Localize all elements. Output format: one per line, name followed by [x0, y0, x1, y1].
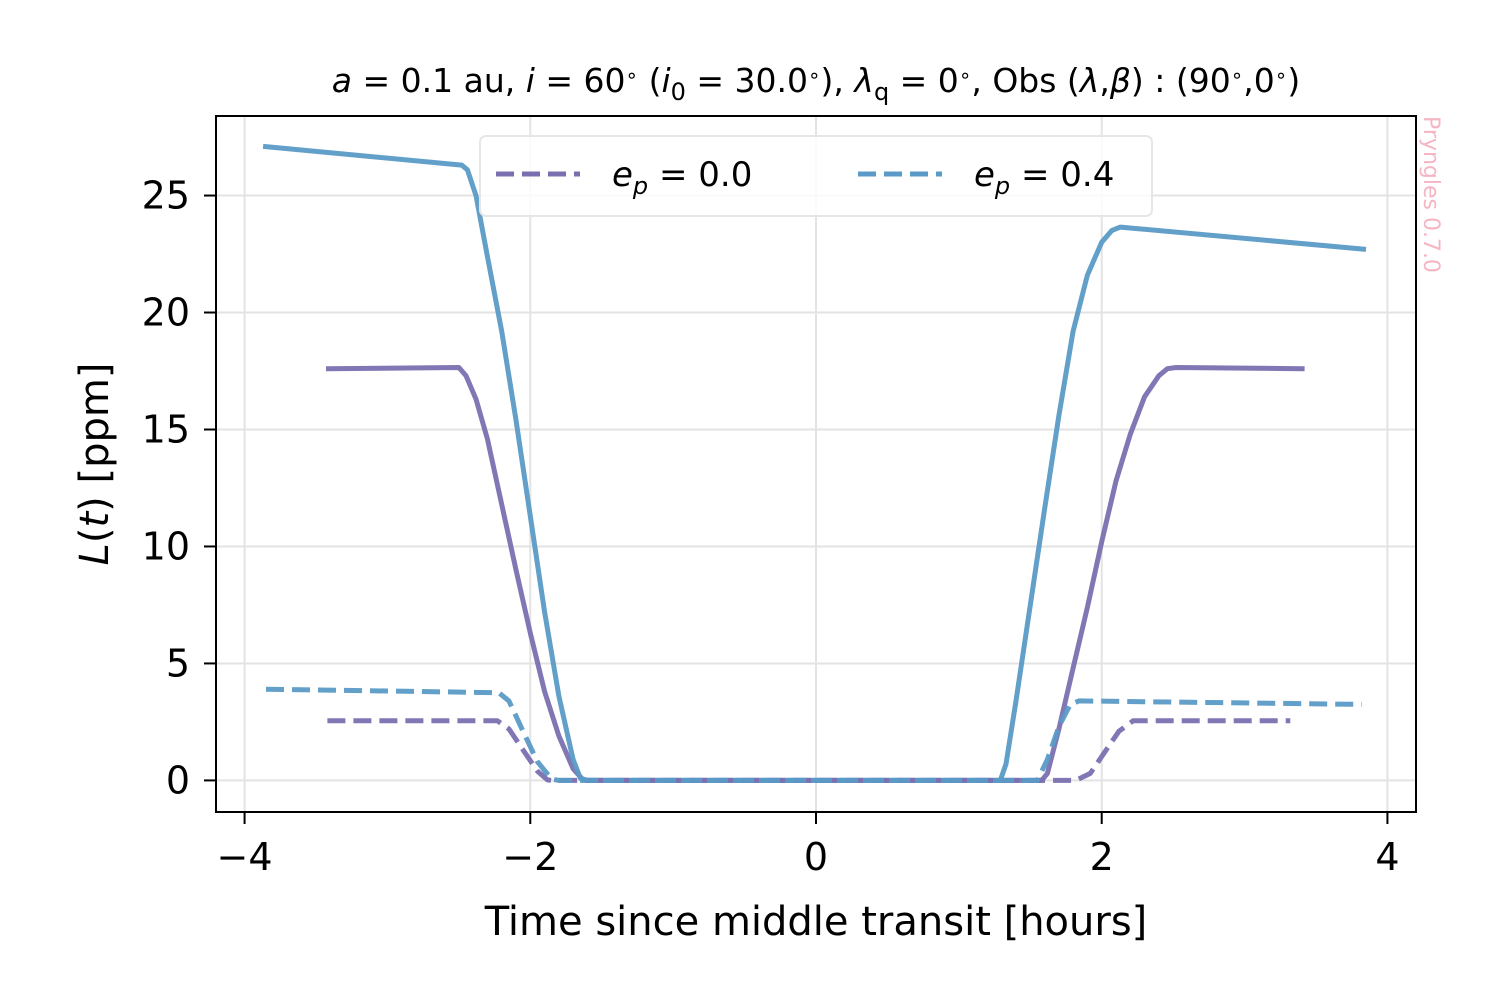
legend-box — [479, 135, 1153, 217]
x-tick-label: 4 — [1375, 835, 1399, 879]
series-line-3-dashed — [265, 686, 1362, 783]
y-tick-label: 0 — [166, 758, 190, 802]
x-tick-label: −2 — [502, 835, 558, 879]
x-tick-label: −4 — [217, 835, 273, 879]
y-tick-label: 10 — [142, 524, 190, 568]
grid — [216, 116, 1416, 812]
chart-title: a = 0.1 au, i = 60∘ (i0 = 30.0∘), λq = 0… — [332, 61, 1300, 106]
y-axis-label: L(t) [ppm] — [72, 363, 118, 566]
y-tick-label: 15 — [142, 407, 190, 451]
y-tick-label: 20 — [142, 291, 190, 335]
legend-label-ep-0-4: ep = 0.4 — [974, 155, 1114, 200]
series-line-1-solid — [262, 143, 1367, 783]
y-tick-label: 5 — [166, 641, 190, 685]
series-layer — [262, 143, 1367, 783]
x-axis-label: Time since middle transit [hours] — [484, 899, 1148, 945]
watermark: Pryngles 0.7.0 — [1418, 116, 1443, 273]
x-tick-label: 0 — [804, 835, 828, 879]
x-axis: −4 −2 0 2 4 — [217, 812, 1400, 879]
series-line-2-dashed — [327, 718, 1291, 783]
legend-label-ep-0: ep = 0.0 — [612, 155, 752, 200]
y-axis: 0 5 10 15 20 25 — [142, 174, 216, 802]
x-tick-label: 2 — [1090, 835, 1114, 879]
y-tick-label: 25 — [142, 174, 190, 218]
legend: ep = 0.0 ep = 0.4 — [479, 135, 1153, 217]
